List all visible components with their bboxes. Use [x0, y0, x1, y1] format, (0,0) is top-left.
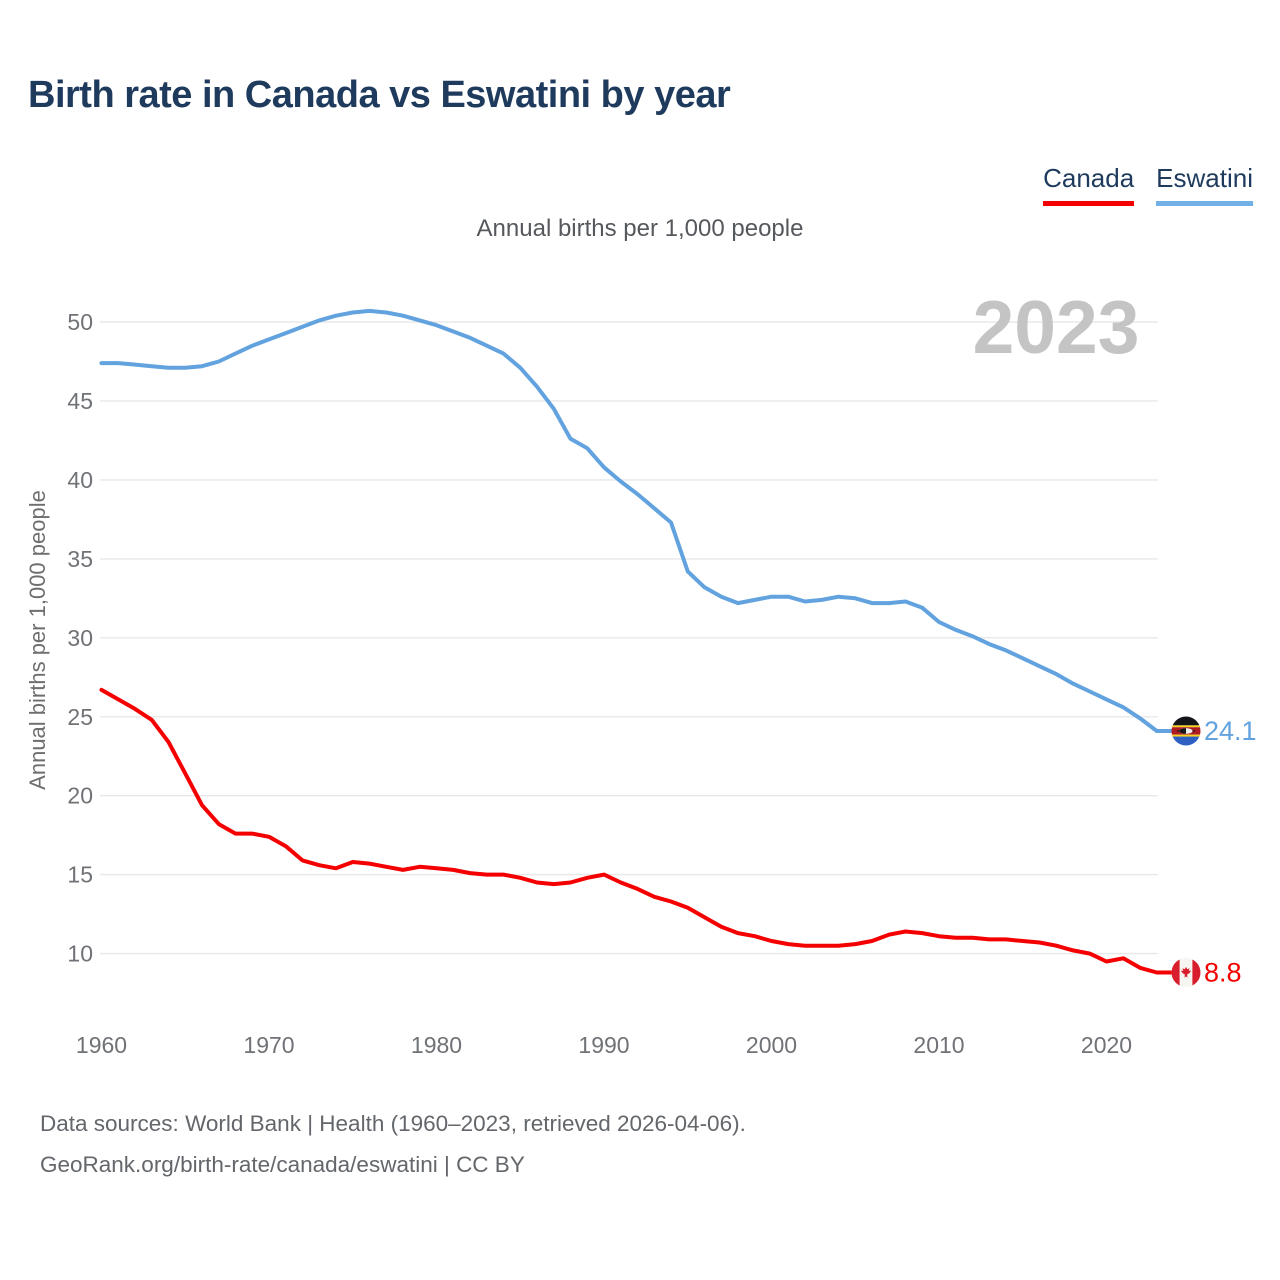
eswatini-end-value-label: 24.1: [1204, 716, 1257, 746]
x-tick-label: 1980: [411, 1032, 462, 1058]
footer: Data sources: World Bank | Health (1960–…: [40, 1103, 746, 1185]
legend-bar-eswatini: [1156, 201, 1253, 206]
chart-subtitle: Annual births per 1,000 people: [476, 215, 804, 242]
y-tick-label: 35: [67, 546, 93, 572]
footer-sources-line: Data sources: World Bank | Health (1960–…: [40, 1111, 746, 1136]
legend-bar-canada: [1043, 201, 1135, 206]
y-tick-label: 30: [67, 625, 93, 651]
y-tick-label: 40: [67, 467, 93, 493]
x-tick-label: 1960: [76, 1032, 127, 1058]
x-tick-label: 2000: [746, 1032, 797, 1058]
legend-item-eswatini[interactable]: Eswatini: [1156, 163, 1253, 206]
gridlines: [100, 321, 1158, 955]
watermark-year: 2023: [973, 285, 1140, 369]
y-tick-label: 50: [67, 309, 93, 335]
x-tick-label: 2020: [1081, 1032, 1132, 1058]
footer-attribution-line: GeoRank.org/birth-rate/canada/eswatini |…: [40, 1152, 525, 1177]
y-axis-tick-labels: 10 15 20 25 30 35 40 45 50: [67, 309, 93, 967]
legend-label-canada: Canada: [1043, 163, 1135, 193]
y-tick-label: 45: [67, 388, 93, 414]
y-axis-title: Annual births per 1,000 people: [25, 490, 50, 790]
x-tick-label: 1990: [578, 1032, 629, 1058]
x-tick-label: 1970: [243, 1032, 294, 1058]
x-axis-tick-labels: 1960 1970 1980 1990 2000 2010 2020: [76, 1032, 1132, 1058]
eswatini-flag-icon: [1171, 716, 1201, 746]
x-tick-label: 2010: [913, 1032, 964, 1058]
canada-series-line: [99, 687, 1173, 975]
legend-label-eswatini: Eswatini: [1156, 163, 1253, 193]
canada-end-value-label: 8.8: [1204, 958, 1242, 988]
y-tick-label: 15: [67, 862, 93, 888]
legend-item-canada[interactable]: Canada: [1043, 163, 1135, 206]
y-tick-label: 25: [67, 704, 93, 730]
y-tick-label: 20: [67, 783, 93, 809]
y-tick-label: 10: [67, 941, 93, 967]
page-title: Birth rate in Canada vs Eswatini by year: [28, 74, 731, 116]
canada-flag-icon: [1171, 958, 1201, 988]
eswatini-series-line: [99, 308, 1173, 733]
legend: Canada Eswatini: [1043, 163, 1253, 206]
